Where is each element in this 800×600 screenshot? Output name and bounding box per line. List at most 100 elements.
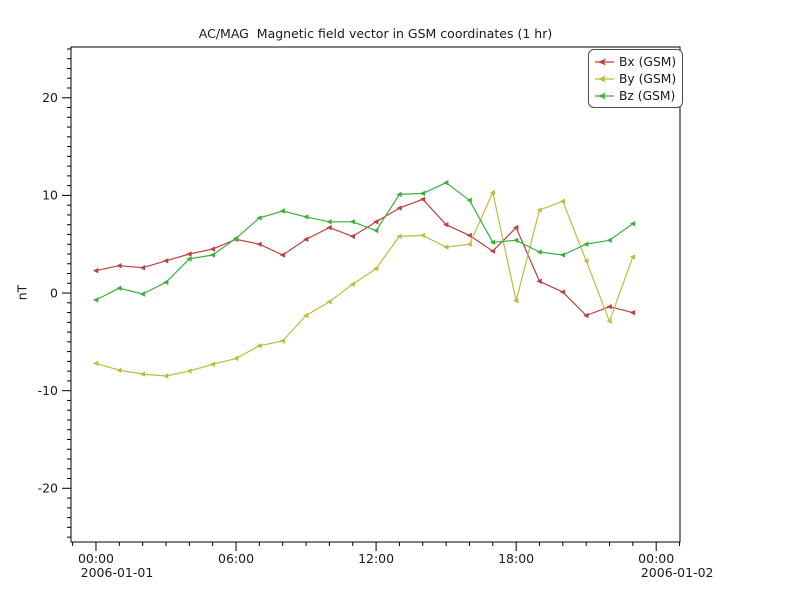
series-line-by: [95, 191, 634, 377]
data-point-marker: [233, 355, 239, 362]
data-point-marker: [186, 251, 192, 257]
data-point-marker: [466, 197, 472, 203]
legend-item-bz: Bz (GSM): [594, 87, 676, 104]
data-point-marker: [163, 258, 169, 264]
bx-series-marker-icon: [595, 57, 614, 66]
y-tick-label: 0: [50, 285, 58, 300]
y-tick-label: -10: [38, 383, 58, 398]
data-point-marker: [466, 232, 472, 239]
data-point-marker: [466, 241, 472, 247]
data-point-marker: [559, 198, 566, 204]
data-point-marker: [489, 239, 496, 245]
data-point-marker: [326, 299, 332, 305]
data-point-marker: [256, 343, 262, 349]
data-point-marker: [583, 312, 589, 319]
x-tick-label: 00:00: [638, 551, 674, 566]
data-point-marker: [233, 235, 239, 242]
data-point-marker: [536, 207, 542, 213]
data-point-marker: [443, 244, 449, 250]
data-point-marker: [279, 208, 285, 214]
data-point-marker: [373, 219, 379, 225]
data-point-marker: [209, 246, 215, 252]
data-point-marker: [513, 224, 519, 231]
data-point-marker: [629, 221, 636, 227]
data-point-marker: [93, 297, 99, 303]
data-point-marker: [256, 215, 262, 221]
legend-item-bx: Bx (GSM): [594, 53, 676, 70]
data-point-marker: [326, 224, 332, 231]
series-line-bx: [95, 198, 634, 317]
data-point-marker: [629, 254, 636, 260]
data-point-marker: [419, 190, 426, 197]
data-point-marker: [163, 373, 169, 379]
data-point-marker: [303, 312, 309, 319]
legend: Bx (GSM) By (GSM) Bz (GSM): [588, 49, 684, 108]
data-point-marker: [93, 267, 99, 274]
legend-label-bz: Bz (GSM): [619, 88, 676, 103]
series-line-bz: [95, 182, 634, 301]
data-point-marker: [513, 298, 519, 304]
data-point-marker: [139, 291, 145, 297]
x-tick-date-label: 2006-01-01: [81, 565, 154, 580]
data-point-marker: [583, 258, 589, 264]
x-tick-label: 12:00: [358, 551, 394, 566]
data-point-marker: [396, 233, 402, 240]
data-point-marker: [209, 252, 215, 258]
data-point-marker: [489, 189, 496, 196]
data-point-marker: [186, 256, 192, 262]
data-point-marker: [279, 338, 285, 344]
data-point-marker: [583, 241, 589, 247]
data-point-marker: [606, 237, 612, 243]
bz-series-marker-icon: [595, 91, 614, 100]
data-point-marker: [419, 196, 426, 202]
by-series-marker-icon: [595, 74, 614, 83]
data-point-marker: [116, 263, 122, 269]
data-point-marker: [209, 361, 215, 367]
x-tick-date-label: 2006-01-02: [641, 565, 714, 580]
data-point-marker: [186, 368, 192, 374]
data-point-marker: [139, 371, 145, 377]
data-point-marker: [559, 289, 566, 295]
data-point-marker: [513, 237, 519, 243]
data-point-marker: [349, 281, 355, 287]
y-tick-label: 20: [42, 90, 58, 105]
data-point-marker: [489, 248, 496, 254]
data-point-marker: [443, 222, 449, 228]
chart-title: AC/MAG Magnetic field vector in GSM coor…: [198, 26, 553, 41]
data-point-marker: [326, 219, 332, 225]
legend-label-by: By (GSM): [619, 71, 677, 86]
data-point-marker: [279, 252, 285, 258]
axes-frame: [70, 46, 681, 543]
data-point-marker: [536, 249, 542, 255]
data-point-marker: [349, 219, 355, 225]
x-tick-label: 18:00: [498, 551, 534, 566]
y-tick-label: 10: [42, 188, 58, 203]
data-point-marker: [536, 278, 542, 284]
data-point-marker: [303, 236, 309, 242]
legend-label-bx: Bx (GSM): [619, 54, 677, 69]
data-point-marker: [396, 205, 402, 211]
legend-item-by: By (GSM): [594, 70, 676, 87]
data-point-marker: [116, 367, 122, 373]
data-point-marker: [116, 285, 122, 291]
data-point-marker: [303, 214, 309, 220]
data-point-marker: [93, 360, 99, 366]
data-point-marker: [373, 227, 379, 234]
data-point-marker: [559, 252, 566, 258]
data-point-marker: [349, 233, 355, 240]
data-point-marker: [629, 309, 636, 316]
x-tick-label: 00:00: [78, 551, 114, 566]
data-point-marker: [256, 241, 262, 247]
data-point-marker: [139, 265, 145, 271]
data-point-marker: [163, 279, 169, 285]
data-point-marker: [419, 232, 426, 239]
data-point-marker: [443, 180, 449, 186]
y-tick-label: -20: [38, 481, 58, 496]
data-point-marker: [606, 304, 612, 310]
data-point-marker: [373, 265, 379, 272]
x-tick-label: 06:00: [218, 551, 254, 566]
data-point-marker: [396, 191, 402, 198]
data-point-marker: [606, 318, 612, 324]
